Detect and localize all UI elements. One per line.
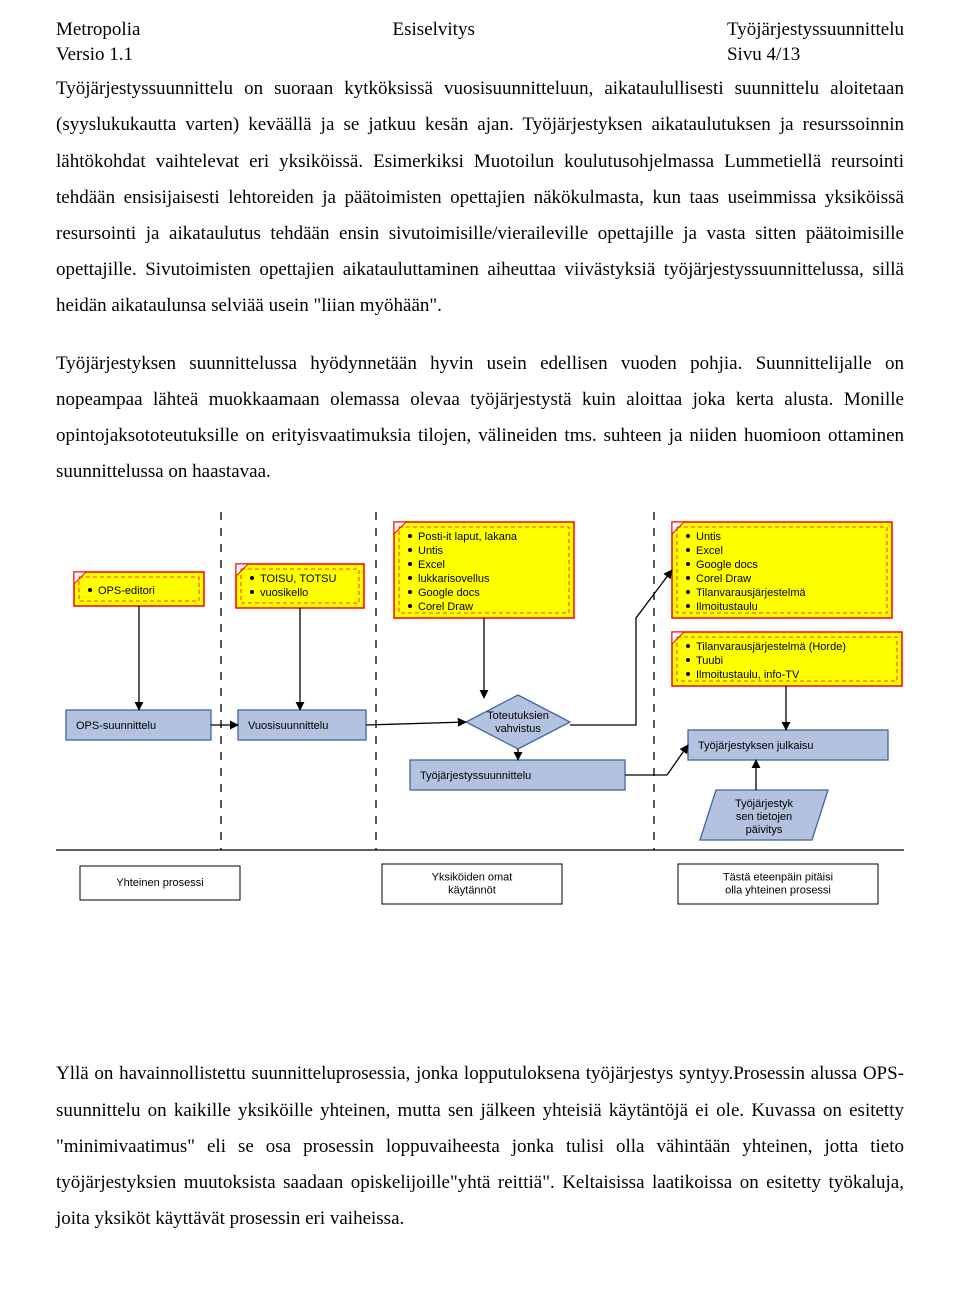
svg-text:Google docs: Google docs [418, 587, 480, 599]
svg-text:Tästä eteenpäin pitäisi: Tästä eteenpäin pitäisi [723, 872, 833, 884]
svg-text:Google docs: Google docs [696, 559, 758, 571]
svg-text:Yhteinen prosessi: Yhteinen prosessi [116, 877, 203, 889]
svg-text:olla yhteinen prosessi: olla yhteinen prosessi [725, 885, 831, 897]
svg-text:päivitys: päivitys [746, 824, 783, 836]
svg-text:Yksiköiden omat: Yksiköiden omat [432, 872, 513, 884]
svg-text:sen tietojen: sen tietojen [736, 811, 792, 823]
paragraph-2: Työjärjestyksen suunnittelussa hyödynnet… [56, 346, 904, 490]
svg-text:OPS-editori: OPS-editori [98, 585, 155, 597]
svg-text:Ilmoitustaulu, info-TV: Ilmoitustaulu, info-TV [696, 669, 800, 681]
svg-text:Corel Draw: Corel Draw [696, 573, 751, 585]
paragraph-1: Työjärjestyssuunnittelu on suoraan kytkö… [56, 71, 904, 324]
svg-text:Vuosisuunnittelu: Vuosisuunnittelu [248, 720, 328, 732]
header-version: Versio 1.1 [56, 44, 133, 65]
svg-text:Posti-it laput, lakana: Posti-it laput, lakana [418, 531, 518, 543]
svg-text:Työjärjestyk: Työjärjestyk [735, 798, 794, 810]
svg-text:Tilanvarausjärjestelmä: Tilanvarausjärjestelmä [696, 587, 807, 599]
svg-text:Ilmoitustaulu: Ilmoitustaulu [696, 601, 758, 613]
svg-text:Corel Draw: Corel Draw [418, 601, 473, 613]
header-project: Työjärjestyssuunnittelu [727, 19, 904, 40]
svg-text:Excel: Excel [418, 559, 445, 571]
header-doctype: Esiselvitys [393, 19, 475, 40]
svg-text:TOISU, TOTSU: TOISU, TOTSU [260, 573, 336, 585]
svg-text:Tilanvarausjärjestelmä (Horde): Tilanvarausjärjestelmä (Horde) [696, 641, 846, 653]
svg-text:Työjärjestyksen julkaisu: Työjärjestyksen julkaisu [698, 740, 814, 752]
svg-text:Excel: Excel [696, 545, 723, 557]
svg-text:Työjärjestyssuunnittelu: Työjärjestyssuunnittelu [420, 770, 531, 782]
svg-text:Untis: Untis [418, 545, 444, 557]
process-flowchart: OPS-editori TOISU, TOTSU vuosikello Posti-i… [56, 512, 904, 942]
svg-text:vuosikello: vuosikello [260, 587, 308, 599]
svg-text:käytännöt: käytännöt [448, 885, 496, 897]
header-page: Sivu 4/13 [727, 44, 800, 65]
header-org: Metropolia [56, 19, 140, 40]
flowchart-svg: OPS-editori TOISU, TOTSU vuosikello Posti-i… [56, 512, 904, 942]
svg-text:Toteutuksien: Toteutuksien [487, 710, 549, 722]
svg-text:Untis: Untis [696, 531, 722, 543]
svg-text:Tuubi: Tuubi [696, 655, 723, 667]
svg-text:vahvistus: vahvistus [495, 723, 541, 735]
svg-text:OPS-suunnittelu: OPS-suunnittelu [76, 720, 156, 732]
svg-text:lukkarisovellus: lukkarisovellus [418, 573, 490, 585]
paragraph-3: Yllä on havainnollistettu suunnittelupro… [56, 1056, 904, 1236]
